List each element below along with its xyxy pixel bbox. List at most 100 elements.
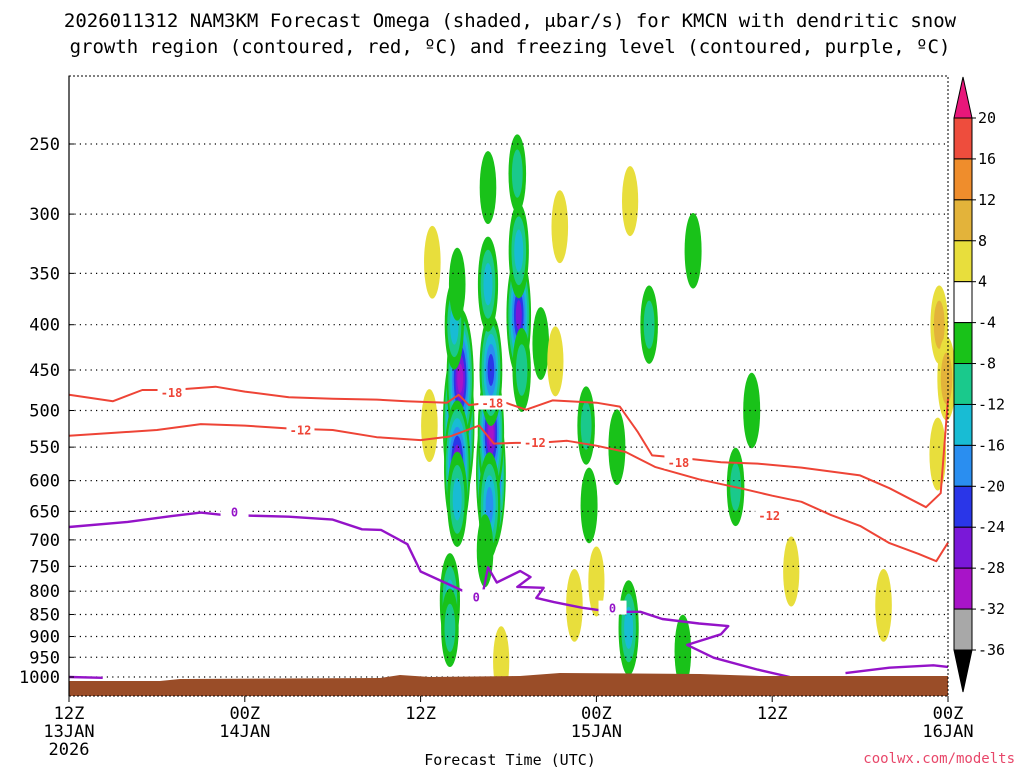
y-tick-label: 700 bbox=[29, 531, 60, 551]
colorbar-bin bbox=[953, 608, 973, 651]
y-tick-label: 950 bbox=[29, 648, 60, 668]
colorbar-bin bbox=[953, 526, 973, 569]
chart-title-line2: growth region (contoured, red, ºC) and f… bbox=[70, 36, 951, 58]
isotherm-minus18-label-bg bbox=[478, 395, 507, 410]
temperature-contours: -18 -18 -18 -12 -12 -12 0 0 0 bbox=[68, 385, 949, 679]
omega-band bbox=[457, 363, 464, 394]
x-tick-label: 12Z bbox=[54, 704, 85, 724]
colorbar-bin bbox=[953, 444, 973, 487]
omega-band bbox=[588, 546, 605, 617]
omega-cell bbox=[608, 409, 626, 485]
isotherm-minus12-line bbox=[68, 423, 949, 563]
isotherm-minus18-label-bg bbox=[157, 385, 186, 400]
freezing-level-line-sfc-left bbox=[68, 675, 103, 679]
omega-cell bbox=[421, 389, 438, 462]
colorbar-label: -8 bbox=[978, 355, 996, 373]
y-tick-label: 900 bbox=[29, 627, 60, 647]
x-tick-label: 00Z bbox=[581, 704, 612, 724]
freezing-level-label-bg bbox=[598, 600, 627, 615]
isotherm-minus12-label: -12 bbox=[758, 509, 780, 523]
omega-band bbox=[684, 212, 702, 289]
x-tick-label: 15JAN bbox=[571, 722, 622, 742]
omega-cell bbox=[875, 568, 892, 642]
omega-band bbox=[743, 372, 761, 449]
x-tick-label: 00Z bbox=[933, 704, 964, 724]
omega-cell bbox=[477, 236, 499, 332]
pressure-gridlines bbox=[69, 143, 948, 678]
colorbar-bin bbox=[953, 567, 973, 610]
omega-band bbox=[875, 568, 892, 642]
colorbar-top-arrow bbox=[953, 76, 973, 119]
colorbar-label: -32 bbox=[978, 600, 1005, 618]
omega-cell bbox=[532, 307, 550, 380]
omega-cell bbox=[783, 536, 800, 607]
colorbar-label: 8 bbox=[978, 232, 987, 250]
isotherm-minus18-label: -18 bbox=[668, 456, 690, 470]
freezing-level-label: 0 bbox=[231, 506, 238, 520]
colorbar-bin bbox=[953, 403, 973, 446]
omega-cell bbox=[674, 614, 692, 688]
colorbar-label: -4 bbox=[978, 314, 996, 332]
y-tick-label: 300 bbox=[29, 205, 60, 225]
y-tick-label: 800 bbox=[29, 582, 60, 602]
colorbar-label: -28 bbox=[978, 559, 1005, 577]
isotherm-minus18-label: -18 bbox=[161, 386, 183, 400]
omega-band bbox=[643, 300, 655, 349]
isotherm-minus18-label: -18 bbox=[482, 397, 504, 411]
y-tick-label: 750 bbox=[29, 557, 60, 577]
colorbar-label: 12 bbox=[978, 191, 996, 209]
omega-band bbox=[624, 606, 634, 650]
omega-band bbox=[621, 166, 639, 237]
omega-cell bbox=[512, 327, 531, 412]
isotherm-minus12-label-bg bbox=[286, 422, 315, 437]
omega-band bbox=[448, 247, 466, 321]
y-tick-label: 600 bbox=[29, 472, 60, 492]
y-tick-label: 350 bbox=[29, 264, 60, 284]
chart-title-line1: 2026011312 NAM3KM Forecast Omega (shaded… bbox=[64, 10, 957, 32]
colorbar-bottom-arrow bbox=[953, 649, 973, 693]
freezing-level-label-bg bbox=[220, 504, 249, 519]
colorbar-bin bbox=[953, 322, 973, 365]
omega-cell bbox=[621, 166, 639, 237]
isotherm-minus12-label-bg bbox=[520, 434, 549, 449]
omega-cell bbox=[640, 285, 658, 364]
freezing-level-label-bg bbox=[462, 589, 491, 604]
x-tick-label: 2026 bbox=[49, 740, 90, 760]
colorbar-bin bbox=[953, 485, 973, 528]
freezing-level-label: 0 bbox=[609, 602, 616, 616]
omega-cell bbox=[448, 247, 466, 321]
omega-band bbox=[452, 478, 462, 521]
colorbar-label: -12 bbox=[978, 395, 1005, 413]
y-tick-label: 250 bbox=[29, 135, 60, 155]
colorbar-label: -16 bbox=[978, 436, 1005, 454]
omega-band bbox=[514, 229, 524, 272]
isotherm-minus18-label-bg bbox=[664, 454, 693, 469]
isotherm-minus12-label: -12 bbox=[524, 436, 546, 450]
omega-band bbox=[547, 326, 564, 397]
colorbar-label: 16 bbox=[978, 150, 996, 168]
colorbar-bin bbox=[953, 281, 973, 324]
colorbar-bin bbox=[953, 117, 973, 160]
x-axis-label: Forecast Time (UTC) bbox=[424, 751, 596, 768]
colorbar-label: -36 bbox=[978, 641, 1005, 659]
omega-band bbox=[485, 486, 494, 524]
omega-cell bbox=[424, 225, 441, 299]
colorbar-bin bbox=[953, 363, 973, 405]
y-tick-label: 500 bbox=[29, 402, 60, 422]
omega-cell bbox=[479, 151, 497, 224]
omega-band bbox=[483, 262, 493, 306]
y-tick-label: 650 bbox=[29, 502, 60, 522]
omega-cell bbox=[447, 451, 468, 547]
y-tick-label: 850 bbox=[29, 606, 60, 626]
omega-band bbox=[488, 418, 494, 448]
omega-band bbox=[515, 300, 522, 330]
colorbar-bin bbox=[953, 199, 973, 242]
x-tick-label: 12Z bbox=[757, 704, 788, 724]
omega-cell bbox=[580, 467, 598, 544]
freezing-level-line bbox=[68, 511, 791, 679]
y-tick-label: 400 bbox=[29, 316, 60, 336]
x-tick-label: 12Z bbox=[405, 704, 436, 724]
terrain-ground bbox=[69, 673, 948, 696]
